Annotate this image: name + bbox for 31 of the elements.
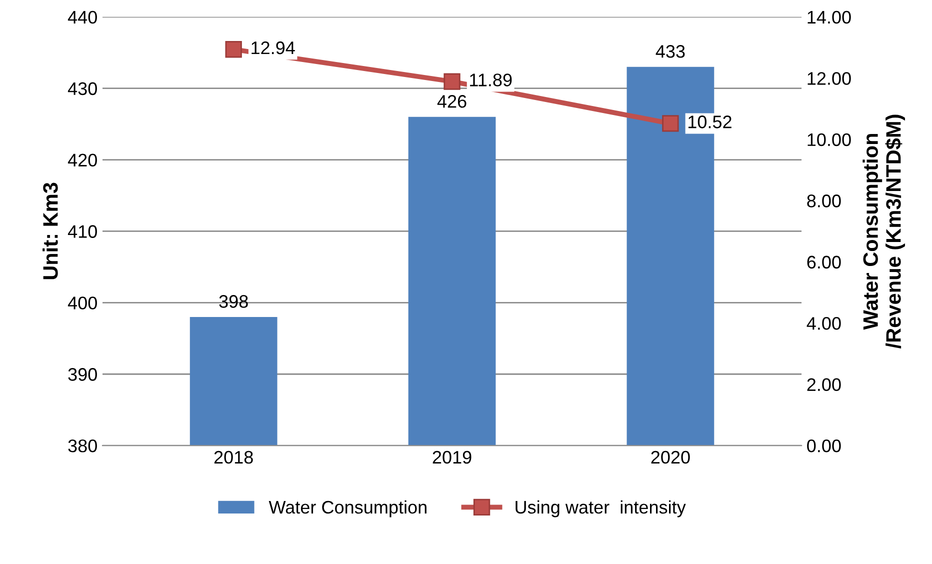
data-label: 11.89 [470,74,512,86]
y-axis-title: Unit: Km3 [42,182,58,280]
x-tick-label: 2019 [432,450,472,464]
y-tick-label: 390 [68,368,97,381]
legend-label: Using water intensity [516,500,686,518]
y2-tick-label: 10.00 [808,133,851,146]
y-tick-label: 410 [68,225,97,238]
y2-axis-title: Water Consumption /Revenue (Km3/NTD$M) [862,114,905,349]
y-tick-label: 380 [68,439,97,452]
y2-tick-label: 2.00 [807,378,841,392]
y-tick-label: 430 [68,82,97,96]
point [225,41,242,58]
y2-tick-label: 12.00 [808,72,851,85]
y2-tick-label: 6.00 [807,256,841,269]
x-tick-label: 2020 [651,450,690,464]
data-label: 433 [656,45,685,58]
data-label: 398 [219,295,248,308]
y-tick-label: 400 [68,296,97,310]
legend-label: Water Consumption [268,500,426,518]
data-label: 426 [437,95,466,108]
y-tick-label: 440 [68,10,97,24]
x-tick-label: 2018 [214,450,253,464]
y2-tick-label: 0.00 [807,439,841,452]
y2-tick-label: 8.00 [807,194,841,208]
point [662,115,679,132]
data-label: 12.94 [252,41,295,54]
data-label: 10.52 [688,116,732,128]
y2-tick-label: 14.00 [808,10,851,24]
y2-tick-label: 4.00 [806,317,841,330]
point [444,73,460,90]
y-tick-label: 420 [68,154,97,167]
